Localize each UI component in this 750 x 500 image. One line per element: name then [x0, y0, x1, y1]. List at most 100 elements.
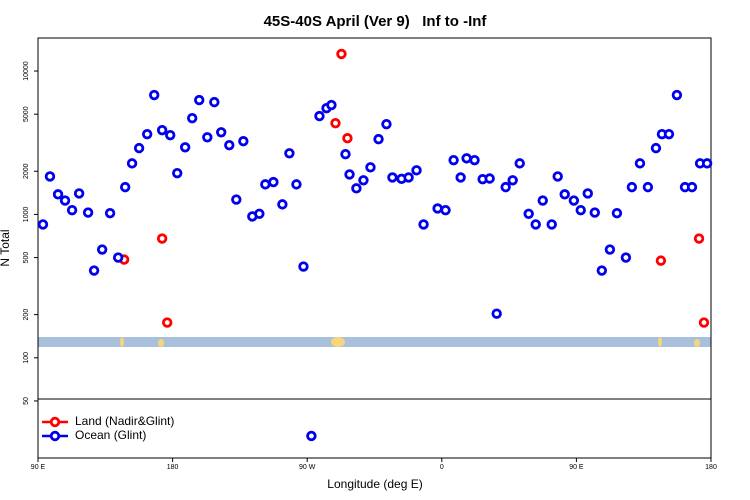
- land-patch: [120, 337, 124, 347]
- point: [559, 189, 570, 200]
- point: [418, 219, 429, 230]
- point: [306, 430, 317, 442]
- point: [254, 208, 265, 219]
- point: [596, 265, 608, 276]
- point: [507, 175, 518, 186]
- point: [238, 136, 249, 147]
- point: [461, 153, 472, 164]
- point: [336, 48, 347, 60]
- point: [119, 181, 131, 193]
- point: [698, 317, 710, 328]
- point: [186, 112, 198, 124]
- point: [172, 167, 183, 179]
- legend-label: Land (Nadir&Glint): [75, 414, 174, 428]
- legend-marker: [49, 416, 61, 428]
- x-tick-label: 180: [705, 464, 717, 471]
- point: [351, 183, 362, 194]
- point: [330, 117, 341, 129]
- point: [411, 165, 422, 176]
- point: [126, 158, 138, 169]
- point: [491, 308, 502, 319]
- point: [298, 261, 309, 272]
- point: [469, 154, 480, 166]
- point: [59, 195, 71, 206]
- y-tick-label: 500: [23, 252, 30, 264]
- point: [575, 205, 586, 216]
- point: [284, 148, 295, 159]
- land-patch: [658, 337, 662, 347]
- map-strip: [38, 337, 711, 347]
- land-patch: [331, 337, 345, 347]
- point: [216, 127, 227, 138]
- ocean-strip: [38, 337, 711, 347]
- x-tick-label: 90 W: [299, 464, 316, 471]
- point: [224, 139, 235, 151]
- land-patch: [694, 339, 700, 347]
- point: [620, 252, 632, 263]
- point: [589, 207, 600, 218]
- point: [326, 99, 337, 111]
- point: [604, 244, 616, 255]
- point: [88, 265, 100, 276]
- point: [484, 173, 495, 184]
- point: [514, 158, 525, 169]
- point: [260, 179, 271, 190]
- point: [373, 133, 384, 145]
- y-tick-label: 200: [23, 309, 30, 321]
- point: [663, 128, 675, 140]
- point: [387, 172, 398, 183]
- point: [52, 189, 64, 200]
- point: [655, 255, 667, 266]
- point: [194, 94, 205, 106]
- point: [340, 149, 351, 160]
- point: [165, 129, 176, 141]
- point: [440, 205, 451, 216]
- point: [179, 142, 191, 153]
- point: [365, 162, 376, 173]
- legend-marker: [49, 430, 61, 442]
- point: [523, 208, 534, 219]
- point: [231, 194, 242, 205]
- point: [403, 172, 414, 183]
- point: [277, 199, 288, 210]
- point: [162, 317, 173, 328]
- point: [291, 179, 302, 190]
- x-tick-label: 90 E: [569, 464, 584, 471]
- point: [96, 244, 108, 255]
- plot-frame: [37, 37, 712, 459]
- point: [156, 124, 168, 136]
- y-tick-label: 1000: [23, 207, 30, 223]
- point: [344, 169, 355, 180]
- point: [268, 176, 279, 188]
- point: [671, 89, 683, 101]
- point: [568, 195, 580, 206]
- point: [209, 96, 220, 108]
- y-tick-label: 2000: [23, 163, 30, 179]
- point: [112, 252, 124, 263]
- y-tick-label: 10000: [23, 61, 30, 81]
- point: [432, 203, 443, 214]
- point: [156, 233, 168, 244]
- point: [650, 142, 662, 154]
- point: [37, 219, 49, 230]
- point: [104, 207, 116, 219]
- point: [500, 181, 511, 193]
- point: [626, 181, 638, 193]
- point: [381, 118, 392, 130]
- point: [611, 207, 623, 219]
- x-tick-label: 0: [440, 464, 444, 471]
- point: [448, 154, 459, 166]
- point: [552, 171, 563, 182]
- y-tick-label: 50: [23, 397, 30, 405]
- point: [634, 158, 646, 169]
- legend-label: Ocean (Glint): [75, 428, 146, 442]
- point: [342, 133, 353, 144]
- point: [141, 128, 153, 140]
- y-axis-label: N Total: [0, 229, 12, 266]
- land-patch: [158, 339, 164, 347]
- y-tick-label: 100: [23, 352, 30, 364]
- point: [66, 205, 78, 216]
- point: [582, 188, 593, 199]
- point: [202, 132, 213, 143]
